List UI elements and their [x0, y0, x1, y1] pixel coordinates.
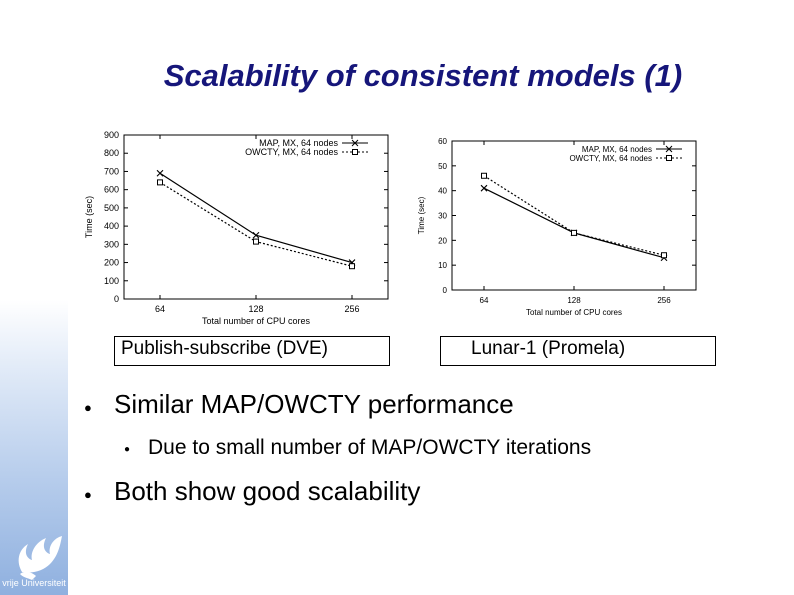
x-tick-label: 256 — [344, 304, 359, 314]
series-line-1 — [483, 187, 665, 259]
x-tick-label: 128 — [248, 304, 263, 314]
caption-publish-subscribe: Publish-subscribe (DVE) — [114, 336, 390, 366]
series-line-2 — [159, 181, 353, 267]
y-tick-label: 30 — [438, 212, 447, 221]
chart-lunar: 0 10 20 30 40 50 60 64 128 256 Total number of CPU… — [414, 134, 704, 320]
y-tick-label: 40 — [438, 187, 447, 196]
griffin-logo-icon — [18, 536, 62, 580]
data-point-x-marker — [252, 231, 260, 239]
data-point-square-marker — [481, 172, 487, 179]
legend-x-marker — [351, 139, 359, 147]
legend-square-marker — [352, 149, 358, 155]
y-tick-label: 300 — [104, 239, 119, 249]
data-point-square-marker — [157, 179, 163, 186]
legend-entry-1: MAP, MX, 64 nodes — [582, 145, 652, 154]
y-tick-label: 50 — [438, 162, 447, 171]
y-axis-label: Time (sec) — [417, 196, 426, 234]
x-tick-label: 128 — [567, 296, 581, 305]
chart-publish-subscribe: 0 100 200 300 400 500 600 700 800 900 64 128 256 Tota… — [82, 128, 396, 334]
y-axis-label: Time (sec) — [84, 196, 94, 238]
y-tick-label: 20 — [438, 236, 447, 245]
bullet-sub-1: Due to small number of MAP/OWCTY iterati… — [148, 436, 592, 459]
series-line-2 — [483, 175, 665, 256]
y-tick-label: 200 — [104, 258, 119, 268]
slide-title: Scalability of consistent models (1) — [163, 58, 683, 93]
y-tick-label: 10 — [438, 261, 447, 270]
legend-square-marker — [666, 155, 672, 161]
x-tick-label: 64 — [155, 304, 165, 314]
legend-entry-1: MAP, MX, 64 nodes — [259, 138, 338, 148]
x-tick-label: 256 — [657, 296, 671, 305]
y-tick-label: 700 — [104, 166, 119, 176]
y-tick-label: 0 — [114, 294, 119, 304]
y-tick-label: 900 — [104, 130, 119, 140]
data-point-square-marker — [661, 252, 667, 259]
x-axis-label: Total number of CPU cores — [526, 308, 622, 317]
x-axis-label: Total number of CPU cores — [202, 316, 311, 326]
data-point-square-marker — [253, 238, 259, 245]
y-tick-label: 400 — [104, 221, 119, 231]
y-tick-label: 100 — [104, 276, 119, 286]
bullet-dot: ● — [84, 487, 92, 502]
chart-publish-subscribe-svg: 0 100 200 300 400 500 600 700 800 900 64 128 256 Tota… — [84, 130, 389, 326]
bullet-main-1: Similar MAP/OWCTY performance — [114, 389, 514, 419]
chart-lunar-svg: 0 10 20 30 40 50 60 64 128 256 Total number of CPU… — [417, 137, 697, 317]
legend-entry-2: OWCTY, MX, 64 nodes — [569, 154, 652, 163]
x-tick-label: 64 — [480, 296, 489, 305]
y-tick-label: 800 — [104, 148, 119, 158]
sub-bullet-dot: ● — [124, 444, 131, 455]
legend-x-marker — [665, 145, 673, 153]
bullet-dot: ● — [84, 400, 92, 415]
y-tick-label: 600 — [104, 185, 119, 195]
y-tick-label: 500 — [104, 203, 119, 213]
plot-frame — [451, 140, 697, 291]
bullet-main-2: Both show good scalability — [114, 476, 421, 506]
data-point-x-marker — [156, 169, 164, 177]
y-tick-label: 0 — [443, 286, 448, 295]
plot-frame — [123, 134, 389, 300]
caption-lunar: Lunar-1 (Promela) — [440, 336, 716, 366]
data-point-x-marker — [480, 184, 488, 192]
legend-entry-2: OWCTY, MX, 64 nodes — [245, 147, 338, 157]
series-line-1 — [159, 172, 353, 264]
data-point-square-marker — [349, 263, 355, 270]
y-tick-label: 60 — [438, 137, 447, 146]
data-point-square-marker — [571, 229, 577, 236]
logo-wordmark: vrije Universiteit — [2, 578, 66, 588]
